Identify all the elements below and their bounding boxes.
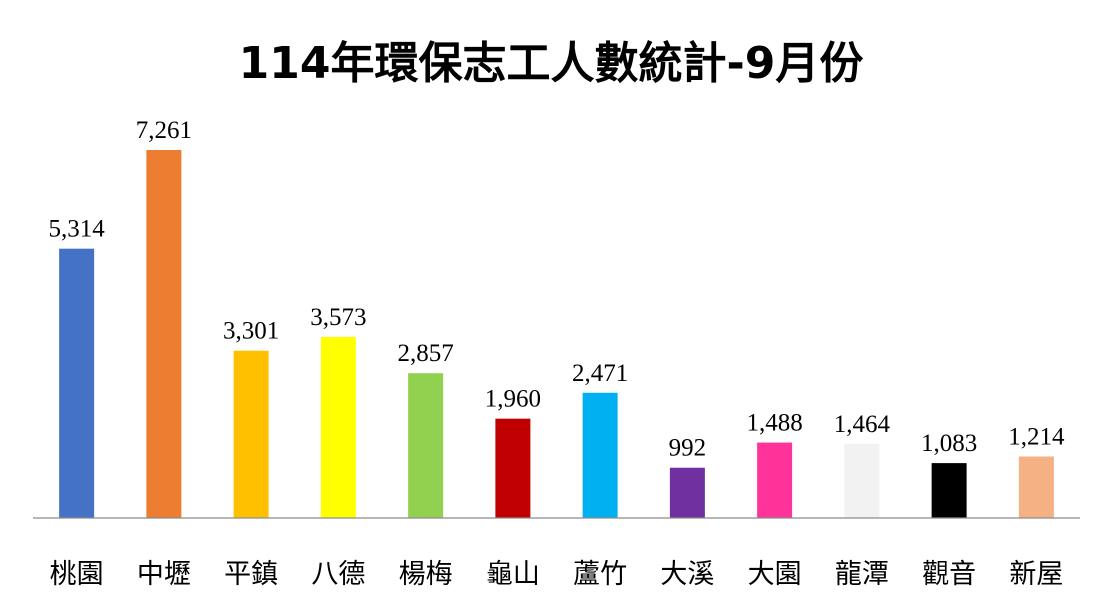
value-label-11: 1,214 (1008, 423, 1065, 450)
bar-3 (320, 336, 356, 518)
value-label-3: 3,573 (310, 304, 366, 331)
chart-title: 114年環保志工人數統計-9月份 (239, 38, 864, 89)
value-label-4: 2,857 (398, 340, 454, 367)
value-label-2: 3,301 (223, 318, 279, 345)
category-label-6: 蘆竹 (573, 559, 627, 590)
category-label-1: 中壢 (137, 559, 191, 590)
bar-4 (408, 373, 444, 518)
category-label-8: 大園 (748, 559, 802, 590)
category-label-11: 新屋 (1009, 559, 1063, 590)
bar-1 (146, 150, 182, 518)
value-label-1: 7,261 (136, 117, 192, 144)
value-label-8: 1,488 (747, 410, 803, 437)
category-label-3: 八德 (311, 559, 365, 590)
category-label-2: 平鎮 (224, 559, 278, 590)
bar-7 (669, 467, 705, 518)
value-label-10: 1,083 (921, 430, 977, 457)
bar-10 (931, 463, 967, 518)
bar-8 (757, 442, 793, 518)
category-labels-group: 桃園 中壢 平鎮 八德 楊梅 龜山 蘆竹 大溪 大園 龍潭 觀音 新屋 (50, 559, 1064, 590)
bar-0 (59, 248, 95, 519)
category-label-5: 龜山 (486, 559, 540, 590)
bar-2 (233, 350, 269, 518)
value-label-9: 1,464 (834, 411, 891, 438)
bar-11 (1018, 456, 1054, 518)
bar-6 (582, 392, 618, 518)
category-label-7: 大溪 (660, 559, 714, 590)
value-label-5: 1,960 (485, 386, 541, 413)
category-label-9: 龍潭 (835, 559, 889, 590)
bars-group (59, 150, 1054, 519)
bar-9 (844, 443, 880, 518)
value-label-0: 5,314 (49, 216, 106, 243)
category-label-0: 桃園 (50, 559, 104, 590)
category-label-10: 觀音 (922, 559, 976, 590)
value-labels-group: 5,314 7,261 3,301 3,573 2,857 1,960 2,471 992 1,… (49, 117, 1066, 462)
value-label-6: 2,471 (572, 360, 628, 387)
category-label-4: 楊梅 (399, 559, 453, 590)
value-label-7: 992 (669, 435, 707, 462)
bar-5 (495, 418, 531, 518)
